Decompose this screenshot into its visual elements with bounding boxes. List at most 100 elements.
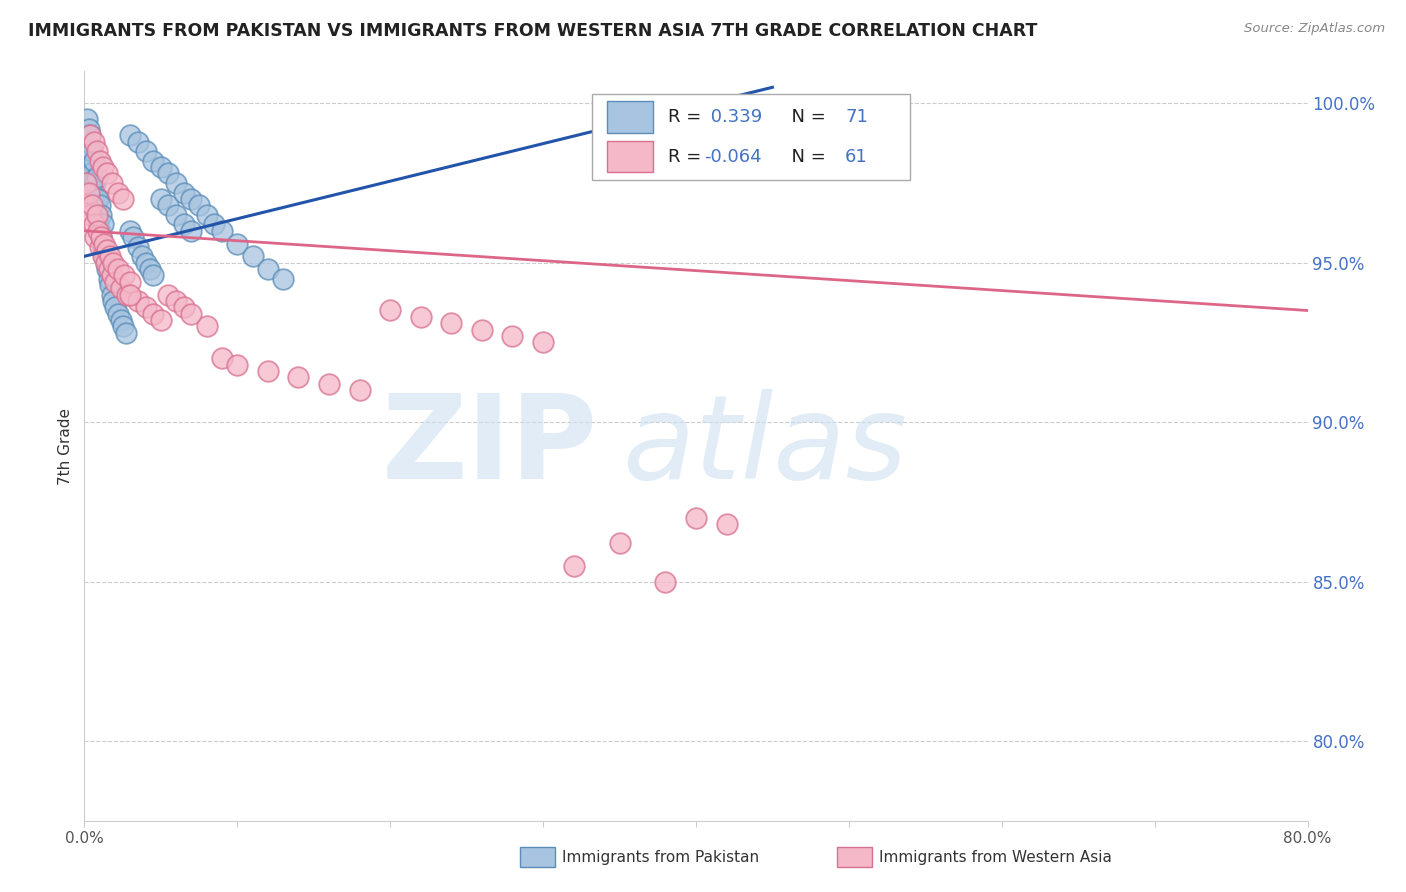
Point xyxy=(173,186,195,200)
Point xyxy=(101,287,124,301)
Point xyxy=(83,218,105,232)
Point xyxy=(75,176,97,190)
Point xyxy=(257,262,280,277)
Point xyxy=(142,153,165,168)
Point xyxy=(111,319,134,334)
FancyBboxPatch shape xyxy=(606,141,654,172)
Point xyxy=(93,249,115,263)
Point xyxy=(120,224,142,238)
Point xyxy=(142,307,165,321)
Point xyxy=(380,303,402,318)
Point xyxy=(349,383,371,397)
FancyBboxPatch shape xyxy=(606,102,654,133)
Point xyxy=(86,208,108,222)
Point xyxy=(89,153,111,168)
Point xyxy=(77,160,100,174)
Point xyxy=(79,128,101,142)
Point xyxy=(80,186,103,200)
Point xyxy=(180,307,202,321)
Point xyxy=(86,144,108,158)
Point xyxy=(83,153,105,168)
Point xyxy=(157,287,180,301)
Point xyxy=(173,301,195,315)
Point xyxy=(157,166,180,180)
Point xyxy=(165,293,187,308)
Point xyxy=(79,176,101,190)
Point xyxy=(115,287,138,301)
Point xyxy=(104,301,127,315)
Point xyxy=(107,262,129,277)
FancyBboxPatch shape xyxy=(592,94,910,180)
Point xyxy=(76,112,98,127)
Point xyxy=(83,173,105,187)
Text: N =: N = xyxy=(780,108,832,126)
Point xyxy=(77,121,100,136)
Point xyxy=(107,307,129,321)
Point xyxy=(76,144,98,158)
Text: 71: 71 xyxy=(845,108,868,126)
Point xyxy=(103,293,125,308)
Text: R =: R = xyxy=(668,148,707,166)
Text: Immigrants from Pakistan: Immigrants from Pakistan xyxy=(562,850,759,864)
Point xyxy=(110,281,132,295)
Point xyxy=(76,128,98,142)
Point xyxy=(90,208,112,222)
Point xyxy=(90,230,112,244)
Point xyxy=(318,376,340,391)
Point xyxy=(84,198,107,212)
Point xyxy=(609,536,631,550)
Point xyxy=(91,160,114,174)
Point xyxy=(135,255,157,269)
Point xyxy=(149,313,172,327)
Point xyxy=(685,510,707,524)
Point xyxy=(188,198,211,212)
Text: Source: ZipAtlas.com: Source: ZipAtlas.com xyxy=(1244,22,1385,36)
Point xyxy=(89,240,111,254)
Point xyxy=(111,192,134,206)
Text: ZIP: ZIP xyxy=(382,389,598,503)
Point xyxy=(112,268,135,283)
Point xyxy=(94,255,117,269)
Point xyxy=(471,323,494,337)
Point xyxy=(195,208,218,222)
Point xyxy=(271,271,294,285)
Point xyxy=(120,128,142,142)
Text: N =: N = xyxy=(780,148,832,166)
Point xyxy=(226,358,249,372)
Text: R =: R = xyxy=(668,108,707,126)
Point xyxy=(87,214,110,228)
Point xyxy=(180,192,202,206)
Point xyxy=(180,224,202,238)
Point xyxy=(242,249,264,263)
Y-axis label: 7th Grade: 7th Grade xyxy=(58,408,73,484)
Point xyxy=(135,144,157,158)
Point xyxy=(90,230,112,244)
Point xyxy=(83,192,105,206)
Point xyxy=(76,198,98,212)
Point xyxy=(75,176,97,190)
Point xyxy=(131,249,153,263)
Text: atlas: atlas xyxy=(623,389,908,503)
Point xyxy=(211,351,233,366)
Point xyxy=(110,313,132,327)
Point xyxy=(87,192,110,206)
Point xyxy=(114,326,136,340)
Point xyxy=(104,275,127,289)
Point xyxy=(91,240,114,254)
Point xyxy=(93,236,115,251)
Point xyxy=(440,316,463,330)
Point xyxy=(89,198,111,212)
Point xyxy=(120,287,142,301)
Point xyxy=(80,144,103,158)
Text: -0.064: -0.064 xyxy=(704,148,762,166)
Point xyxy=(716,517,738,532)
Point xyxy=(79,208,101,222)
Point xyxy=(86,192,108,206)
Point xyxy=(103,255,125,269)
Point xyxy=(531,335,554,350)
Point xyxy=(165,208,187,222)
Point xyxy=(135,301,157,315)
Point xyxy=(80,166,103,180)
Point xyxy=(120,275,142,289)
Point xyxy=(165,176,187,190)
